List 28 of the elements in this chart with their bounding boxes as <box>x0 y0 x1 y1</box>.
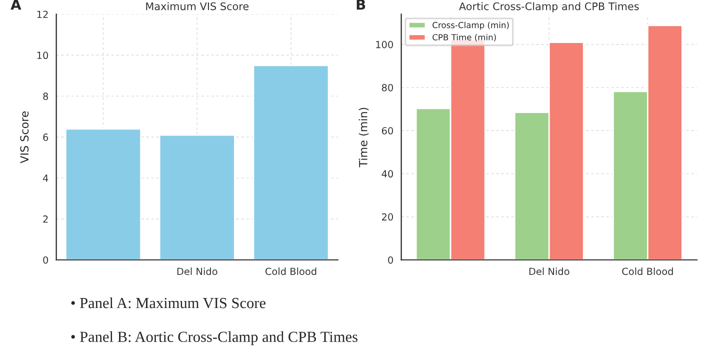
bar <box>65 128 142 260</box>
x-tick-label: Cold Blood <box>265 268 316 276</box>
chart-title: Aortic Cross-Clamp and CPB Times <box>459 2 639 12</box>
y-tick-label: 12 <box>37 10 48 18</box>
y-axis-title: Time (min) <box>358 108 369 168</box>
y-tick-label: 0 <box>388 256 393 264</box>
y-tick-label: 60 <box>382 127 393 134</box>
legend-label: Cross-Clamp (min) <box>432 22 509 30</box>
y-tick-label: 40 <box>382 170 393 178</box>
y-tick-label: 8 <box>43 92 48 100</box>
y-tick-label: 6 <box>43 134 48 141</box>
y-tick-label: 80 <box>382 84 393 92</box>
y-tick-label: 20 <box>382 213 393 221</box>
bar <box>158 134 236 260</box>
text: • Panel B: Aortic Cross-Clamp and CPB Times <box>71 331 358 346</box>
y-tick-label: 2 <box>43 215 48 223</box>
x-tick-label: Del Nido <box>177 268 218 276</box>
y-tick-label: 10 <box>37 52 48 60</box>
y-tick-label: 100 <box>376 40 393 48</box>
text: • Panel A: Maximum VIS Score <box>71 297 266 308</box>
y-tick-label: 0 <box>43 256 48 264</box>
x-tick-label: Cold Blood <box>622 268 673 276</box>
x-tick-label: Del Nido <box>529 268 570 276</box>
chart-title: Maximum VIS Score <box>146 2 249 10</box>
bar <box>252 64 330 260</box>
y-axis-title: VIS Score <box>20 111 29 164</box>
y-tick-label: 4 <box>42 174 48 182</box>
legend-label: CPB Time (min) <box>432 34 496 42</box>
